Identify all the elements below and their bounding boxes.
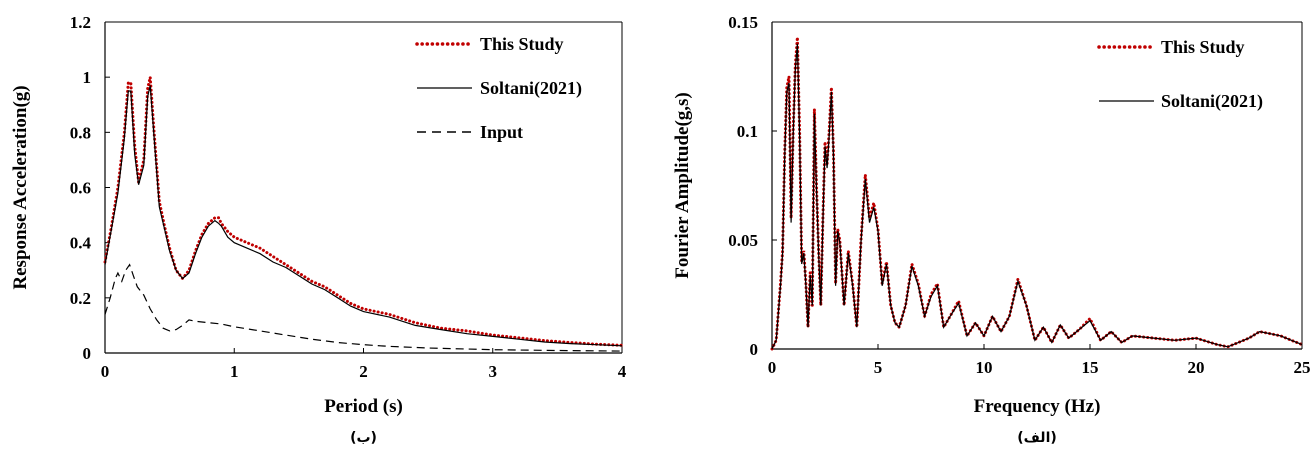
x-tick-label: 25 <box>1294 358 1311 377</box>
x-axis-title: Period (s) <box>324 396 403 417</box>
fourier-spectrum-chart: 0 5 10 15 20 25 0 0.05 0.1 0.15 Frequency (Hz) Four… <box>672 13 1311 446</box>
x-tick-label: 0 <box>101 362 110 381</box>
series-line-soltani-2021 <box>104 85 623 347</box>
fourier-spectrum-panel: 0 5 10 15 20 25 0 0.05 0.1 0.15 Frequency (Hz) Four… <box>656 0 1312 452</box>
figure-caption: (ب) <box>350 430 377 446</box>
legend-label: This Study <box>1161 37 1245 57</box>
series-line-this-study <box>103 76 624 347</box>
y-tick-label: 1 <box>83 68 92 87</box>
y-tick-label: 0.4 <box>70 234 92 253</box>
x-tick-label: 15 <box>1082 358 1099 377</box>
legend-label: Input <box>480 122 523 142</box>
y-tick-label: 0 <box>750 340 759 359</box>
y-tick-label: 0.2 <box>70 289 91 308</box>
series-line-this-study <box>770 37 1304 351</box>
x-tick-label: 1 <box>230 362 239 381</box>
series-line-soltani-2021 <box>771 43 1303 350</box>
y-axis-title: Response Acceleration(g) <box>10 85 31 289</box>
y-tick-label: 1.2 <box>70 13 91 32</box>
y-tick-label: 0 <box>83 344 92 363</box>
legend-label: Soltani(2021) <box>480 78 582 99</box>
y-axis-title: Fourier Amplitude(g,s) <box>672 92 693 278</box>
y-tick-label: 0.05 <box>728 231 758 250</box>
x-axis-title: Frequency (Hz) <box>974 396 1101 417</box>
response-spectrum-chart: 0 1 2 3 4 0 0.2 0.4 0.6 0.8 1 1.2 Period (s) Response… <box>10 13 627 446</box>
x-tick-label: 0 <box>768 358 777 377</box>
y-tick-label: 0.8 <box>70 123 91 142</box>
x-tick-label: 10 <box>976 358 993 377</box>
y-tick-label: 0.15 <box>728 13 758 32</box>
x-tick-label: 3 <box>489 362 498 381</box>
y-tick-label: 0.1 <box>737 122 758 141</box>
y-tick-label: 0.6 <box>70 179 91 198</box>
x-tick-label: 2 <box>359 362 368 381</box>
figure-caption: (الف) <box>1017 430 1057 446</box>
legend-label: Soltani(2021) <box>1161 91 1263 112</box>
x-tick-label: 5 <box>874 358 883 377</box>
x-tick-label: 20 <box>1188 358 1205 377</box>
x-tick-label: 4 <box>618 362 627 381</box>
response-spectrum-panel: 0 1 2 3 4 0 0.2 0.4 0.6 0.8 1 1.2 Period (s) Response… <box>10 13 627 446</box>
legend-label: This Study <box>480 34 564 54</box>
